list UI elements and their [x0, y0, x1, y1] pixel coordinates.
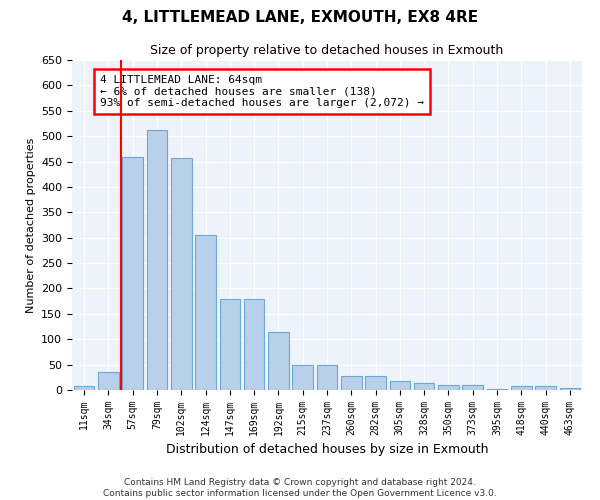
Bar	[268, 332, 289, 390]
Bar	[195, 235, 216, 390]
Bar	[74, 386, 94, 390]
Bar	[463, 386, 483, 390]
Bar	[414, 384, 434, 390]
Bar	[487, 389, 508, 390]
Bar	[171, 158, 191, 390]
Bar	[560, 388, 580, 390]
Bar	[535, 386, 556, 390]
Bar	[122, 158, 143, 390]
Text: 4 LITTLEMEAD LANE: 64sqm
← 6% of detached houses are smaller (138)
93% of semi-d: 4 LITTLEMEAD LANE: 64sqm ← 6% of detache…	[100, 75, 424, 108]
Text: 4, LITTLEMEAD LANE, EXMOUTH, EX8 4RE: 4, LITTLEMEAD LANE, EXMOUTH, EX8 4RE	[122, 10, 478, 25]
X-axis label: Distribution of detached houses by size in Exmouth: Distribution of detached houses by size …	[166, 444, 488, 456]
Bar	[146, 130, 167, 390]
Bar	[438, 386, 459, 390]
Bar	[220, 298, 240, 390]
Bar	[389, 381, 410, 390]
Title: Size of property relative to detached houses in Exmouth: Size of property relative to detached ho…	[151, 44, 503, 58]
Bar	[511, 386, 532, 390]
Bar	[292, 364, 313, 390]
Bar	[341, 376, 362, 390]
Bar	[365, 376, 386, 390]
Y-axis label: Number of detached properties: Number of detached properties	[26, 138, 35, 312]
Bar	[244, 298, 265, 390]
Bar	[98, 372, 119, 390]
Bar	[317, 364, 337, 390]
Text: Contains HM Land Registry data © Crown copyright and database right 2024.
Contai: Contains HM Land Registry data © Crown c…	[103, 478, 497, 498]
